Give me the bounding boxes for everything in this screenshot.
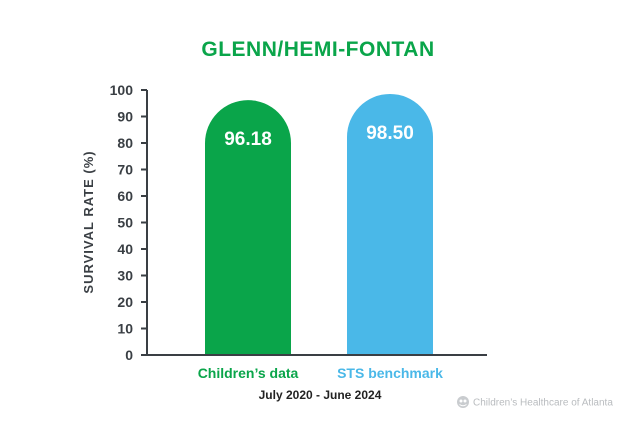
x-axis-title: July 2020 - June 2024 xyxy=(259,388,382,402)
y-tick-label: 60 xyxy=(117,188,133,204)
bar-value-label: 98.50 xyxy=(366,123,414,144)
y-tick-label: 30 xyxy=(117,268,133,284)
x-category-label: Children’s data xyxy=(198,365,299,381)
bar-value-label: 96.18 xyxy=(224,129,272,150)
logo-icon xyxy=(457,396,469,408)
x-axis: Children’s data STS benchmark xyxy=(147,354,487,381)
y-tick-label: 50 xyxy=(117,215,133,231)
y-axis: 0 10 20 30 40 50 60 70 80 90 100 xyxy=(110,82,148,363)
bar-sts-benchmark xyxy=(347,93,433,355)
y-tick-label: 100 xyxy=(110,82,134,98)
y-axis-title: SURVIVAL RATE (%) xyxy=(81,150,96,293)
y-tick-label: 20 xyxy=(117,294,133,310)
bar-childrens-data xyxy=(205,100,291,355)
y-tick-label: 90 xyxy=(117,109,133,125)
brand-logo: Children’s Healthcare of Atlanta xyxy=(457,396,613,409)
y-tick-label: 0 xyxy=(125,347,133,363)
y-tick-label: 10 xyxy=(117,321,133,337)
x-category-label: STS benchmark xyxy=(337,365,443,381)
brand-name: Children’s Healthcare of Atlanta xyxy=(473,398,613,409)
y-tick-label: 40 xyxy=(117,241,133,257)
y-tick-label: 80 xyxy=(117,135,133,151)
bars-group: 96.18 98.50 xyxy=(205,93,433,355)
y-tick-label: 70 xyxy=(117,162,133,178)
chart-title: GLENN/HEMI-FONTAN xyxy=(201,38,434,61)
